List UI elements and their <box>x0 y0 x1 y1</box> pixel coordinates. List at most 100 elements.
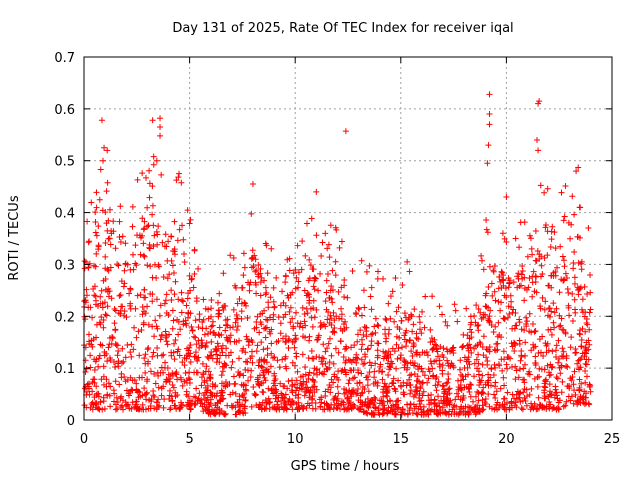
data-point <box>385 404 392 411</box>
data-point <box>322 388 329 395</box>
data-point <box>389 288 396 295</box>
data-point <box>572 391 579 398</box>
data-point <box>91 292 98 299</box>
data-point <box>392 411 399 418</box>
data-point <box>271 382 278 389</box>
data-point <box>425 397 432 404</box>
data-point <box>169 262 176 269</box>
data-points <box>81 91 594 418</box>
data-point <box>577 393 584 400</box>
data-point <box>364 402 371 409</box>
data-point <box>85 264 92 271</box>
data-point <box>106 392 113 399</box>
data-point <box>337 406 344 413</box>
data-point <box>230 306 237 313</box>
data-point <box>136 352 143 359</box>
data-point <box>433 403 440 410</box>
data-point <box>353 359 360 366</box>
data-point <box>120 358 127 365</box>
data-point <box>164 341 171 348</box>
data-point <box>219 389 226 396</box>
data-point <box>406 405 413 412</box>
data-point <box>558 276 565 283</box>
data-point <box>122 399 129 406</box>
data-point <box>564 363 571 370</box>
data-point <box>335 402 342 409</box>
data-point <box>128 341 135 348</box>
data-point <box>272 389 279 396</box>
data-point <box>401 356 408 363</box>
data-point <box>128 386 135 393</box>
data-point <box>139 232 146 239</box>
data-point <box>241 264 248 271</box>
data-point <box>542 298 549 305</box>
data-point <box>172 393 179 400</box>
data-point <box>134 292 141 299</box>
data-point <box>113 394 120 401</box>
data-point <box>252 279 259 286</box>
data-point <box>151 371 158 378</box>
data-point <box>95 363 102 370</box>
data-point <box>559 326 566 333</box>
data-point <box>286 308 293 315</box>
x-tick-label: 5 <box>185 432 193 447</box>
data-point <box>518 326 525 333</box>
data-point <box>110 218 117 225</box>
data-point <box>142 174 149 181</box>
data-point <box>331 401 338 408</box>
data-point <box>122 354 129 361</box>
data-point <box>285 345 292 352</box>
data-point <box>422 293 429 300</box>
data-point <box>197 400 204 407</box>
y-tick-label: 0 <box>67 414 75 429</box>
data-point <box>455 377 462 384</box>
data-point <box>361 304 368 311</box>
data-point <box>444 391 451 398</box>
data-point <box>536 365 543 372</box>
data-point <box>81 265 88 272</box>
data-point <box>278 397 285 404</box>
data-point <box>305 277 312 284</box>
data-point <box>518 347 525 354</box>
data-point <box>532 353 539 360</box>
data-point <box>131 324 138 331</box>
data-point <box>386 366 393 373</box>
data-point <box>218 380 225 387</box>
data-point <box>95 223 102 230</box>
data-point <box>455 411 462 418</box>
data-point <box>208 305 215 312</box>
data-point <box>114 360 121 367</box>
data-point <box>522 339 529 346</box>
data-point <box>535 100 542 107</box>
data-point <box>385 372 392 379</box>
data-point <box>91 394 98 401</box>
data-point <box>448 410 455 417</box>
data-point <box>143 390 150 397</box>
data-point <box>321 400 328 407</box>
data-point <box>151 333 158 340</box>
data-point <box>556 355 563 362</box>
data-point <box>555 405 562 412</box>
data-point <box>241 405 248 412</box>
data-point <box>92 358 99 365</box>
data-point <box>140 240 147 247</box>
data-point <box>131 376 138 383</box>
data-point <box>338 368 345 375</box>
data-point <box>344 394 351 401</box>
data-point <box>171 251 178 258</box>
data-point <box>369 411 376 418</box>
data-point <box>582 328 589 335</box>
data-point <box>103 312 110 319</box>
data-point <box>142 351 149 358</box>
data-point <box>358 336 365 343</box>
data-point <box>310 370 317 377</box>
data-point <box>121 374 128 381</box>
data-point <box>244 336 251 343</box>
data-point <box>440 409 447 416</box>
data-point <box>445 411 452 418</box>
data-point <box>248 210 255 217</box>
data-point <box>573 168 580 175</box>
data-point <box>175 296 182 303</box>
data-point <box>450 344 457 351</box>
data-point <box>565 383 572 390</box>
